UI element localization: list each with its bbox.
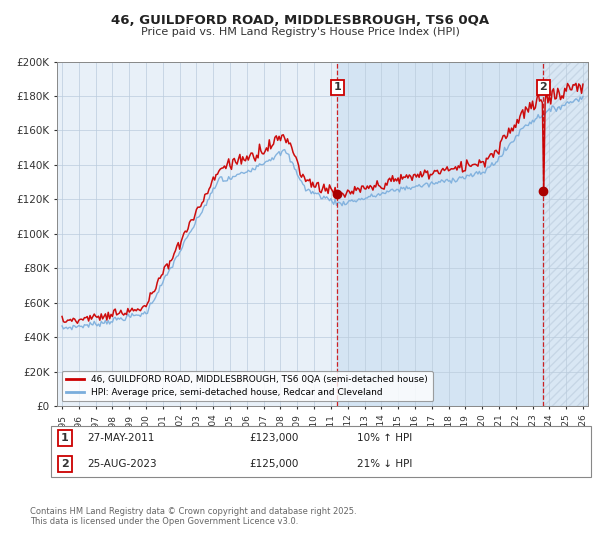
Text: Contains HM Land Registry data © Crown copyright and database right 2025.
This d: Contains HM Land Registry data © Crown c… — [30, 507, 356, 526]
Text: 27-MAY-2011: 27-MAY-2011 — [87, 433, 154, 443]
HPI: Average price, semi-detached house, Redcar and Cleveland: (2.03e+03, 1.78e+05): Average price, semi-detached house, Redc… — [574, 96, 581, 103]
Text: 21% ↓ HPI: 21% ↓ HPI — [357, 459, 412, 469]
Text: £125,000: £125,000 — [249, 459, 298, 469]
Text: 2: 2 — [539, 82, 547, 92]
Line: 46, GUILDFORD ROAD, MIDDLESBROUGH, TS6 0QA (semi-detached house): 46, GUILDFORD ROAD, MIDDLESBROUGH, TS6 0… — [62, 83, 583, 323]
Bar — [544, 62, 592, 406]
HPI: Average price, semi-detached house, Redcar and Cleveland: (2e+03, 4.65e+04): Average price, semi-detached house, Redc… — [58, 323, 65, 329]
46, GUILDFORD ROAD, MIDDLESBROUGH, TS6 0QA (semi-detached house) — [144, 300, 151, 307]
HPI: Average price, semi-detached house, Redcar and Cleveland: (2e+03, 4.58e+04): Average price, semi-detached house, Redc… — [85, 324, 92, 330]
HPI: Average price, semi-detached house, Redcar and Cleveland: (2.02e+03, 1.69e+05): Average price, semi-detached house, Redc… — [535, 111, 542, 118]
46, GUILDFORD ROAD, MIDDLESBROUGH, TS6 0QA (semi-detached house) — [58, 313, 65, 320]
Text: 46, GUILDFORD ROAD, MIDDLESBROUGH, TS6 0QA: 46, GUILDFORD ROAD, MIDDLESBROUGH, TS6 0… — [111, 14, 489, 27]
Text: Price paid vs. HM Land Registry's House Price Index (HPI): Price paid vs. HM Land Registry's House … — [140, 27, 460, 37]
Bar — [337, 62, 544, 406]
HPI: Average price, semi-detached house, Redcar and Cleveland: (2e+03, 4.43e+04): Average price, semi-detached house, Redc… — [68, 326, 76, 333]
46, GUILDFORD ROAD, MIDDLESBROUGH, TS6 0QA (semi-detached house) — [200, 198, 207, 205]
HPI: Average price, semi-detached house, Redcar and Cleveland: (2e+03, 5.98e+04): Average price, semi-detached house, Redc… — [146, 300, 154, 306]
HPI: Average price, semi-detached house, Redcar and Cleveland: (2e+03, 5.38e+04): Average price, semi-detached house, Redc… — [144, 310, 151, 317]
Text: 25-AUG-2023: 25-AUG-2023 — [87, 459, 157, 469]
HPI: Average price, semi-detached house, Redcar and Cleveland: (2.03e+03, 1.8e+05): Average price, semi-detached house, Redc… — [580, 93, 587, 100]
Text: 1: 1 — [61, 433, 68, 443]
46, GUILDFORD ROAD, MIDDLESBROUGH, TS6 0QA (semi-detached house) — [575, 81, 583, 87]
46, GUILDFORD ROAD, MIDDLESBROUGH, TS6 0QA (semi-detached house) — [85, 318, 92, 324]
46, GUILDFORD ROAD, MIDDLESBROUGH, TS6 0QA (semi-detached house) — [572, 80, 580, 87]
Line: HPI: Average price, semi-detached house, Redcar and Cleveland: HPI: Average price, semi-detached house,… — [62, 96, 583, 330]
Text: £125,000: £125,000 — [249, 459, 298, 469]
Text: 27-MAY-2011: 27-MAY-2011 — [87, 433, 154, 443]
Text: 21% ↓ HPI: 21% ↓ HPI — [357, 459, 412, 469]
Text: 10% ↑ HPI: 10% ↑ HPI — [357, 433, 412, 443]
Bar — [544, 62, 592, 406]
46, GUILDFORD ROAD, MIDDLESBROUGH, TS6 0QA (semi-detached house) — [580, 81, 587, 87]
Text: £123,000: £123,000 — [249, 433, 298, 443]
46, GUILDFORD ROAD, MIDDLESBROUGH, TS6 0QA (semi-detached house) — [535, 89, 542, 96]
46, GUILDFORD ROAD, MIDDLESBROUGH, TS6 0QA (semi-detached house) — [74, 320, 81, 326]
Legend: 46, GUILDFORD ROAD, MIDDLESBROUGH, TS6 0QA (semi-detached house), HPI: Average p: 46, GUILDFORD ROAD, MIDDLESBROUGH, TS6 0… — [62, 371, 433, 402]
Text: 1: 1 — [334, 82, 341, 92]
Text: 2: 2 — [61, 459, 68, 469]
Text: 25-AUG-2023: 25-AUG-2023 — [87, 459, 157, 469]
HPI: Average price, semi-detached house, Redcar and Cleveland: (2e+03, 1.15e+05): Average price, semi-detached house, Redc… — [200, 204, 207, 211]
Text: 1: 1 — [61, 433, 68, 443]
Text: 10% ↑ HPI: 10% ↑ HPI — [357, 433, 412, 443]
Text: 2: 2 — [61, 459, 68, 469]
Text: £123,000: £123,000 — [249, 433, 298, 443]
46, GUILDFORD ROAD, MIDDLESBROUGH, TS6 0QA (semi-detached house) — [146, 290, 154, 296]
